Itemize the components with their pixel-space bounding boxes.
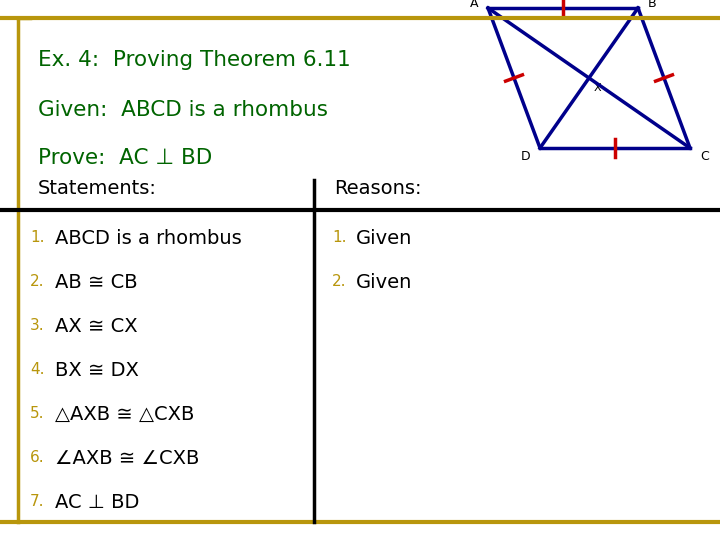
Text: △AXB ≅ △CXB: △AXB ≅ △CXB [55, 404, 194, 423]
Text: 4.: 4. [30, 362, 45, 377]
Text: Ex. 4:  Proving Theorem 6.11: Ex. 4: Proving Theorem 6.11 [38, 50, 351, 70]
Text: 7.: 7. [30, 495, 45, 510]
Text: B: B [648, 0, 657, 10]
Text: Statements:: Statements: [38, 179, 157, 198]
Text: BX ≅ DX: BX ≅ DX [55, 361, 139, 380]
Text: X: X [594, 83, 602, 93]
Text: AX ≅ CX: AX ≅ CX [55, 316, 138, 335]
Text: 3.: 3. [30, 319, 45, 334]
Text: Given:  ABCD is a rhombus: Given: ABCD is a rhombus [38, 100, 328, 120]
Text: 2.: 2. [30, 274, 45, 289]
Text: Given: Given [356, 273, 413, 292]
Text: A: A [469, 0, 478, 10]
Text: D: D [521, 150, 530, 163]
Text: ABCD is a rhombus: ABCD is a rhombus [55, 228, 242, 247]
Text: C: C [700, 150, 708, 163]
Text: ∠AXB ≅ ∠CXB: ∠AXB ≅ ∠CXB [55, 449, 199, 468]
Text: Prove:  AC ⊥ BD: Prove: AC ⊥ BD [38, 148, 212, 168]
Text: 1.: 1. [332, 231, 346, 246]
Text: 1.: 1. [30, 231, 45, 246]
Text: Given: Given [356, 228, 413, 247]
Text: 2.: 2. [332, 274, 346, 289]
Text: 5.: 5. [30, 407, 45, 422]
Text: AB ≅ CB: AB ≅ CB [55, 273, 138, 292]
Text: AC ⊥ BD: AC ⊥ BD [55, 492, 140, 511]
Text: Reasons:: Reasons: [334, 179, 421, 198]
Text: 6.: 6. [30, 450, 45, 465]
